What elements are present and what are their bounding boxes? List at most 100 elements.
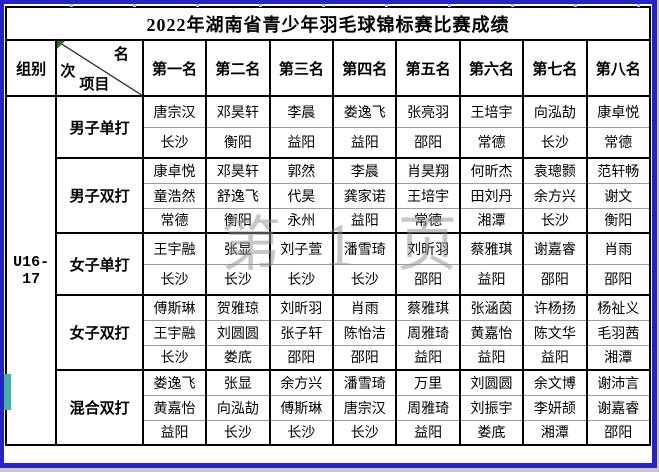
result-cell-rank6-line2: 常德 xyxy=(458,126,525,158)
result-cell-rank3-line1: 郭然 xyxy=(268,157,335,183)
result-cell-rank4-line1: 娄逸飞 xyxy=(332,95,398,127)
result-cell-rank6-line2: 益阳 xyxy=(458,263,525,295)
event-name-cell: 混合双打 xyxy=(55,369,144,446)
result-cell-rank7-line1: 袁璁颢 xyxy=(522,157,588,183)
grid-ticks xyxy=(10,4,646,7)
column-header-rank-5: 第五名 xyxy=(395,39,461,97)
result-cell-rank5-line1: 刘昕羽 xyxy=(395,232,461,264)
result-cell-rank8-line3: 衡阳 xyxy=(585,207,652,233)
result-cell-rank8-line2: 谢嘉睿 xyxy=(585,394,652,420)
page-title: 2022年湖南省青少年羽毛球锦标赛比赛成绩 xyxy=(5,6,651,41)
result-cell-rank8-line3: 邵阳 xyxy=(585,419,652,445)
result-cell-rank3-line1: 余方兴 xyxy=(268,369,335,395)
result-cell-rank7-line2: 余方兴 xyxy=(522,182,588,208)
result-cell-rank7-line1: 许杨扬 xyxy=(522,294,588,320)
result-cell-rank4-line1: 肖雨 xyxy=(332,294,398,320)
result-cell-rank4-line3: 益阳 xyxy=(332,207,398,233)
result-cell-rank8-line2: 邵阳 xyxy=(585,263,652,295)
result-cell-rank6-line2: 田刘丹 xyxy=(458,182,525,208)
result-cell-rank6-line2: 黄嘉怡 xyxy=(458,319,525,345)
result-cell-rank1-line2: 长沙 xyxy=(141,263,208,295)
result-cell-rank3-line1: 刘子萱 xyxy=(268,232,335,264)
column-header-group: 组别 xyxy=(4,39,58,97)
diagonal-label-event: 项目 xyxy=(79,77,110,93)
result-cell-rank1-line1: 傅斯琳 xyxy=(141,294,208,320)
header-row: 组别 名 次 项目 第一名 第二名 第三名 第四名 第五名 第六名 第七名 第八名 xyxy=(4,39,652,97)
result-cell-rank5-line3: 益阳 xyxy=(395,419,461,445)
result-cell-rank5-line2: 周雅琦 xyxy=(395,319,461,345)
result-cell-rank5-line1: 张亮羽 xyxy=(395,95,461,127)
result-cell-rank1-line2: 长沙 xyxy=(141,126,208,158)
result-cell-rank4-line1: 潘雪琦 xyxy=(332,232,398,264)
result-cell-rank2-line1: 贺雅琼 xyxy=(205,294,271,320)
result-cell-rank6-line1: 蔡雅琪 xyxy=(458,232,525,264)
result-cell-rank4-line1: 李晨 xyxy=(332,157,398,183)
result-cell-rank4-line1: 潘雪琦 xyxy=(332,369,398,395)
result-cell-rank1-line2: 童浩然 xyxy=(141,182,208,208)
result-cell-rank1-line3: 益阳 xyxy=(141,419,208,445)
result-cell-rank1-line2: 黄嘉怡 xyxy=(141,394,208,420)
result-cell-rank2-line2: 衡阳 xyxy=(205,126,271,158)
column-header-rank-3: 第三名 xyxy=(268,39,335,97)
result-cell-rank7-line3: 益阳 xyxy=(522,344,588,370)
result-cell-rank6-line2: 刘振宇 xyxy=(458,394,525,420)
left-edge-artifact xyxy=(4,374,11,410)
result-cell-rank8-line2: 毛羽茜 xyxy=(585,319,652,345)
result-cell-rank3-line2: 张子轩 xyxy=(268,319,335,345)
green-corner-flag-icon xyxy=(58,42,66,49)
event-row: 女子单打 王宇融 张显 刘子萱 潘雪琦 刘昕羽 蔡雅琪 谢嘉睿 肖雨 xyxy=(6,232,652,296)
result-cell-rank2-line1: 邓昊轩 xyxy=(205,95,271,127)
result-cell-rank3-line3: 永州 xyxy=(268,207,335,233)
result-cell-rank5-line3: 益阳 xyxy=(395,344,461,370)
result-cell-rank8-line3: 湘潭 xyxy=(585,344,652,370)
result-cell-rank3-line2: 代昊 xyxy=(268,182,335,208)
result-cell-rank8-line2: 谢文 xyxy=(585,182,652,208)
title-row: 2022年湖南省青少年羽毛球锦标赛比赛成绩 xyxy=(5,6,651,41)
result-cell-rank2-line2: 舒逸飞 xyxy=(205,182,271,208)
result-cell-rank7-line3: 湘潭 xyxy=(522,419,588,445)
result-cell-rank3-line2: 傅斯琳 xyxy=(268,394,335,420)
result-cell-rank1-line1: 康卓悦 xyxy=(141,157,208,183)
result-cell-rank4-line2: 龚家诺 xyxy=(332,182,398,208)
result-cell-rank8-line1: 康卓悦 xyxy=(585,95,652,127)
diagonal-label-rank-top: 名 xyxy=(113,47,129,63)
result-cell-rank5-line2: 邵阳 xyxy=(395,263,461,295)
result-cell-rank2-line2: 向泓劼 xyxy=(205,394,271,420)
result-cell-rank5-line2: 周雅琦 xyxy=(395,394,461,420)
event-row: 长沙 长沙 长沙 长沙 邵阳 益阳 邵阳 邵阳 xyxy=(6,263,652,295)
result-cell-rank2-line3: 长沙 xyxy=(205,419,271,445)
event-row: 女子双打 傅斯琳 贺雅琼 刘昕羽 肖雨 蔡雅琪 张涵茵 许杨扬 杨祉义 xyxy=(6,294,652,371)
result-cell-rank7-line1: 向泓劼 xyxy=(522,95,588,127)
result-cell-rank6-line1: 张涵茵 xyxy=(458,294,525,320)
result-cell-rank5-line1: 蔡雅琪 xyxy=(395,294,461,320)
event-row: 童浩然 舒逸飞 代昊 龚家诺 王培宇 田刘丹 余方兴 谢文 xyxy=(6,182,652,208)
result-cell-rank4-line2: 陈怡洁 xyxy=(332,319,398,345)
event-row: 常德 衡阳 永州 益阳 常德 湘潭 长沙 衡阳 xyxy=(6,207,652,233)
event-name-cell: 女子单打 xyxy=(55,232,144,296)
diagonal-header-cell: 名 次 项目 xyxy=(55,39,144,97)
column-header-rank-4: 第四名 xyxy=(332,39,398,97)
result-cell-rank3-line1: 刘昕羽 xyxy=(268,294,335,320)
diagonal-label-rank-bottom: 次 xyxy=(60,64,76,80)
event-row: 长沙 衡阳 益阳 益阳 邵阳 常德 长沙 常德 xyxy=(6,126,652,158)
result-cell-rank4-line2: 益阳 xyxy=(332,126,398,158)
result-cell-rank5-line2: 王培宇 xyxy=(395,182,461,208)
result-cell-rank4-line3: 邵阳 xyxy=(332,344,398,370)
result-cell-rank7-line2: 李妍颉 xyxy=(522,394,588,420)
result-cell-rank1-line2: 王宇融 xyxy=(141,319,208,345)
event-row: 男子双打 康卓悦 邓昊轩 郭然 李晨 肖昊翔 何昕杰 袁璁颢 范轩畅 xyxy=(6,157,652,234)
column-header-rank-6: 第六名 xyxy=(458,39,525,97)
result-cell-rank3-line2: 长沙 xyxy=(268,263,335,295)
result-cell-rank5-line2: 邵阳 xyxy=(395,126,461,158)
event-row: 王宇融 刘圆圆 张子轩 陈怡洁 周雅琦 黄嘉怡 陈文华 毛羽茜 xyxy=(6,319,652,345)
column-header-rank-7: 第七名 xyxy=(522,39,588,97)
column-header-rank-2: 第二名 xyxy=(205,39,271,97)
result-cell-rank4-line2: 唐宗汉 xyxy=(332,394,398,420)
result-cell-rank7-line1: 谢嘉睿 xyxy=(522,232,588,264)
result-cell-rank6-line3: 娄底 xyxy=(458,419,525,445)
results-body: U16-17 男子单打 唐宗汉 邓昊轩 李晨 娄逸飞 张亮羽 王培宇 向泓劼 康卓悦 长沙 衡阳 益阳益… xyxy=(4,95,652,446)
result-cell-rank4-line2: 长沙 xyxy=(332,263,398,295)
results-table: 2022年湖南省青少年羽毛球锦标赛比赛成绩 组别 名 次 项目 第一名 第二名 第三… xyxy=(4,6,652,446)
result-cell-rank1-line3: 常德 xyxy=(141,207,208,233)
